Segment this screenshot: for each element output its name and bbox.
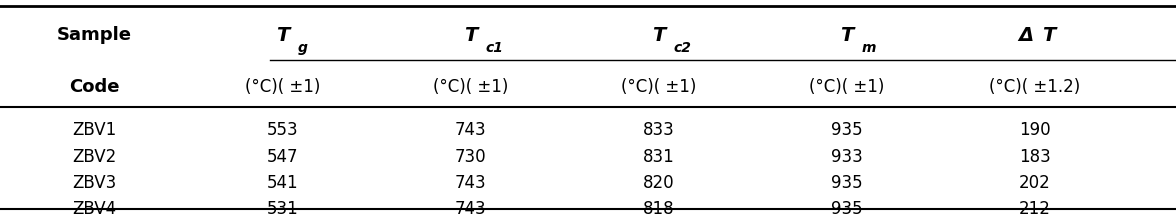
Text: 547: 547 [267,148,298,166]
Text: T: T [1042,26,1056,45]
Text: 183: 183 [1020,148,1050,166]
Text: 743: 743 [455,174,486,192]
Text: g: g [298,41,307,55]
Text: ZBV4: ZBV4 [72,200,116,218]
Text: (°C)( ±1): (°C)( ±1) [621,78,696,95]
Text: m: m [862,41,876,55]
Text: (°C)( ±1.2): (°C)( ±1.2) [989,78,1081,95]
Text: 935: 935 [831,174,862,192]
Text: ZBV3: ZBV3 [72,174,116,192]
Text: (°C)( ±1): (°C)( ±1) [809,78,884,95]
Text: 190: 190 [1020,121,1050,139]
Text: 212: 212 [1018,200,1051,218]
Text: T: T [275,26,289,45]
Text: 933: 933 [831,148,862,166]
Text: ZBV1: ZBV1 [72,121,116,139]
Text: 935: 935 [831,121,862,139]
Text: ZBV2: ZBV2 [72,148,116,166]
Text: 831: 831 [643,148,674,166]
Text: c2: c2 [674,41,691,55]
Text: 553: 553 [267,121,298,139]
Text: 743: 743 [455,200,486,218]
Text: 730: 730 [455,148,486,166]
Text: Sample: Sample [56,26,132,44]
Text: 541: 541 [267,174,298,192]
Text: c1: c1 [486,41,503,55]
Text: 820: 820 [643,174,674,192]
Text: T: T [840,26,854,45]
Text: 531: 531 [267,200,298,218]
Text: 743: 743 [455,121,486,139]
Text: 935: 935 [831,200,862,218]
Text: Code: Code [69,78,119,95]
Text: T: T [652,26,666,45]
Text: 818: 818 [643,200,674,218]
Text: 202: 202 [1020,174,1050,192]
Text: T: T [463,26,477,45]
Text: 833: 833 [643,121,674,139]
Text: (°C)( ±1): (°C)( ±1) [433,78,508,95]
Text: Δ: Δ [1018,26,1033,45]
Text: (°C)( ±1): (°C)( ±1) [245,78,320,95]
